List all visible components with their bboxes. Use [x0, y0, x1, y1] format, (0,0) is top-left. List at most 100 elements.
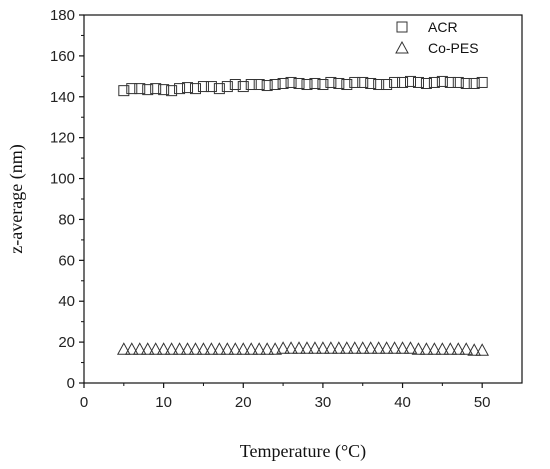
- co-pes-point: [212, 342, 227, 355]
- acr-point: [285, 76, 297, 88]
- co-pes-point: [331, 341, 346, 354]
- acr-point: [213, 83, 225, 95]
- plot-border: [83, 14, 523, 384]
- acr-point: [460, 77, 472, 89]
- co-pes-point: [308, 341, 322, 354]
- co-pes-point: [387, 341, 402, 354]
- y-tick-label: 20: [58, 334, 75, 351]
- y-tick-label: 100: [50, 171, 75, 188]
- series-layer: [116, 75, 490, 356]
- co-pes-point: [347, 341, 362, 354]
- acr-point: [444, 76, 456, 88]
- acr-point: [142, 84, 154, 96]
- co-pes-point: [435, 342, 450, 355]
- acr-point: [381, 79, 393, 91]
- x-axis: 0 10 20 30 40 50: [80, 383, 491, 411]
- acr-point: [261, 80, 273, 92]
- acr-point: [237, 81, 249, 93]
- acr-point: [205, 81, 217, 93]
- acr-point: [357, 76, 369, 88]
- acr-point: [452, 76, 464, 88]
- x-axis-title: Temperature (°C): [240, 441, 366, 462]
- acr-point: [182, 82, 194, 94]
- acr-point: [253, 79, 265, 91]
- co-pes-point: [188, 342, 203, 355]
- co-pes-point: [148, 342, 163, 355]
- acr-point: [293, 77, 305, 89]
- co-pes-point: [220, 342, 235, 355]
- co-pes-point: [395, 341, 410, 354]
- acr-point: [166, 85, 178, 97]
- y-tick-label: 120: [50, 130, 75, 147]
- acr-point: [365, 77, 377, 89]
- acr-point: [309, 77, 321, 89]
- y-axis: 0 20 40 60 80 100 120 140 160 180: [50, 7, 84, 392]
- acr-point: [333, 77, 345, 89]
- co-pes-point: [300, 341, 314, 354]
- co-pes-point: [475, 343, 490, 356]
- co-pes-point: [284, 341, 298, 354]
- series-co-pes: [116, 341, 490, 356]
- co-pes-point: [443, 342, 458, 355]
- acr-point: [349, 76, 361, 88]
- series-acr: [118, 75, 488, 97]
- acr-point: [373, 79, 385, 91]
- co-pes-point: [371, 341, 386, 354]
- co-pes-point: [260, 342, 275, 355]
- co-pes-point: [268, 342, 282, 355]
- acr-point: [150, 83, 162, 95]
- co-pes-point: [427, 342, 442, 355]
- co-pes-point: [156, 342, 171, 355]
- acr-point: [325, 76, 337, 88]
- y-tick-label: 80: [58, 211, 75, 228]
- co-pes-point: [132, 342, 147, 355]
- acr-point: [389, 76, 401, 88]
- x-tick-label: 40: [394, 394, 411, 411]
- y-tick-label: 60: [58, 252, 75, 269]
- co-pes-point: [204, 342, 219, 355]
- x-tick-label: 20: [235, 394, 252, 411]
- acr-point: [436, 75, 448, 87]
- co-pes-point: [116, 342, 131, 355]
- legend-label-acr: ACR: [428, 19, 458, 35]
- acr-point: [118, 85, 130, 97]
- y-tick-label: 180: [50, 7, 75, 24]
- co-pes-point: [324, 341, 338, 354]
- acr-point: [158, 84, 170, 96]
- co-pes-point: [228, 342, 243, 355]
- co-pes-point: [451, 342, 466, 355]
- co-pes-point: [236, 342, 251, 355]
- co-pes-point: [244, 342, 259, 355]
- plot-frame: [83, 14, 523, 384]
- co-pes-point: [467, 343, 482, 356]
- co-pes-point: [252, 342, 267, 355]
- acr-point: [126, 83, 138, 95]
- x-tick-label: 0: [80, 394, 88, 411]
- co-pes-point: [419, 342, 434, 355]
- acr-point: [420, 77, 432, 89]
- acr-point: [189, 83, 201, 95]
- co-pes-point: [316, 341, 330, 354]
- co-pes-point: [339, 341, 354, 354]
- co-pes-point: [379, 341, 394, 354]
- legend-marker-acr: [396, 21, 408, 33]
- co-pes-point: [140, 342, 155, 355]
- acr-point: [468, 77, 480, 89]
- acr-point: [405, 75, 417, 87]
- acr-point: [412, 76, 424, 88]
- co-pes-point: [196, 342, 211, 355]
- x-tick-label: 10: [155, 394, 172, 411]
- acr-point: [317, 79, 329, 91]
- legend: ACR Co-PES: [395, 19, 479, 56]
- acr-point: [476, 76, 488, 88]
- co-pes-point: [403, 341, 418, 354]
- co-pes-point: [459, 342, 474, 355]
- acr-point: [341, 79, 353, 91]
- co-pes-point: [124, 342, 139, 355]
- acr-point: [221, 81, 233, 93]
- y-tick-label: 140: [50, 89, 75, 106]
- co-pes-point: [276, 341, 290, 354]
- co-pes-point: [355, 341, 370, 354]
- acr-point: [174, 83, 186, 95]
